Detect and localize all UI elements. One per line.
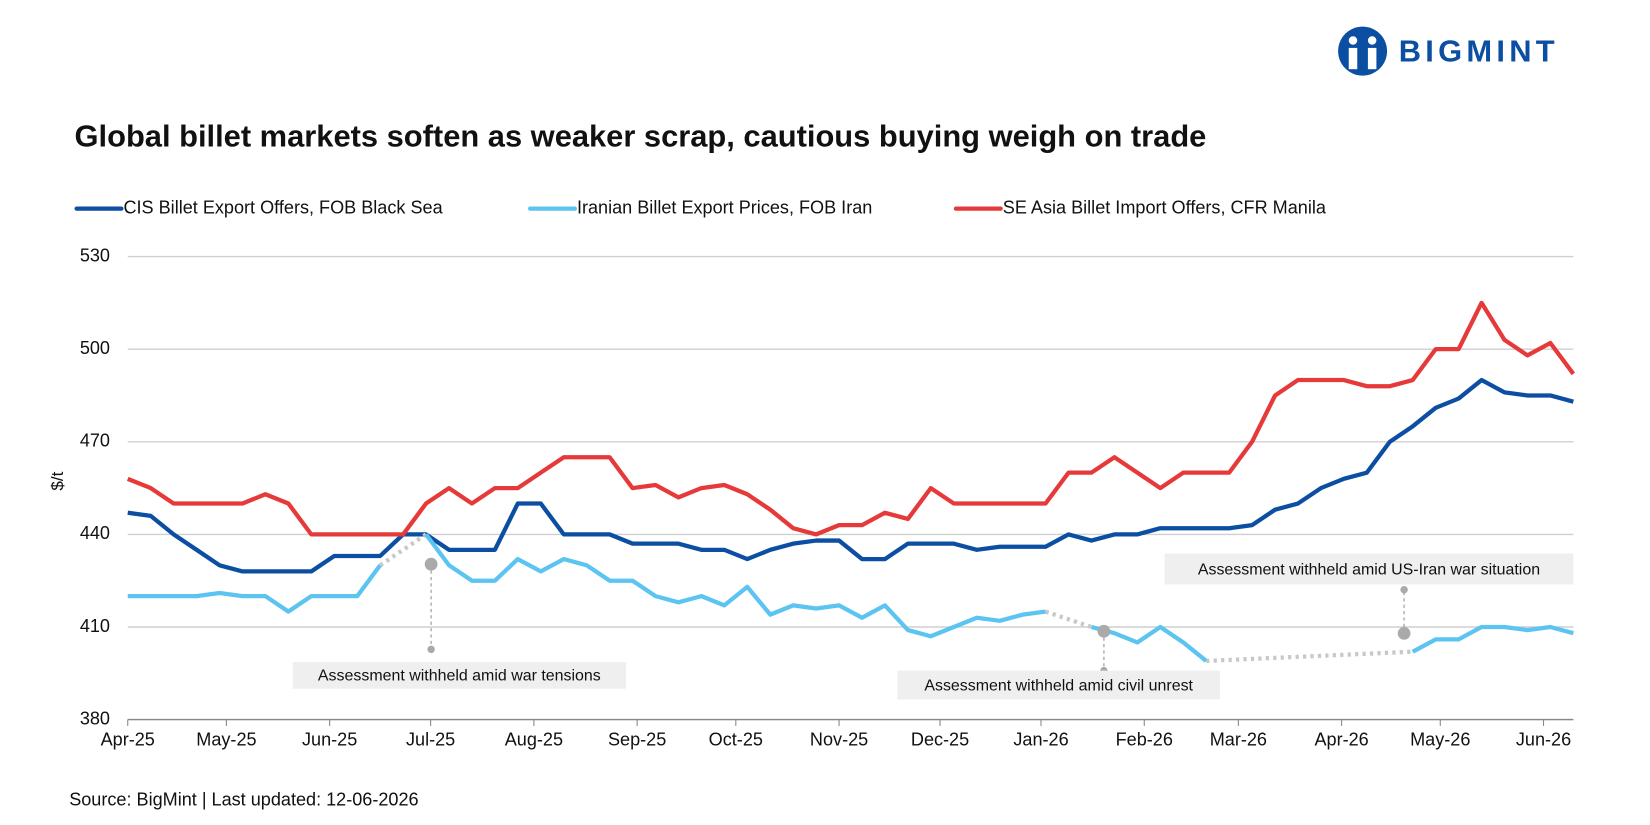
legend-label: Iranian Billet Export Prices, FOB Iran	[577, 197, 872, 217]
x-tick-label: Apr-25	[101, 730, 155, 750]
source-note: Source: BigMint | Last updated: 12-06-20…	[69, 789, 418, 809]
x-tick-label: Sep-25	[608, 730, 666, 750]
y-tick-label: 500	[80, 338, 110, 358]
x-tick-label: Feb-26	[1116, 730, 1173, 750]
logo-icon	[1367, 47, 1377, 70]
x-tick-label: Aug-25	[505, 730, 563, 750]
y-tick-label: 410	[80, 616, 110, 636]
legend-label: SE Asia Billet Import Offers, CFR Manila	[1003, 197, 1327, 217]
x-tick-label: Jun-25	[302, 730, 357, 750]
x-tick-label: May-25	[196, 730, 256, 750]
x-tick-label: May-26	[1410, 730, 1470, 750]
x-tick-label: Jul-25	[406, 730, 455, 750]
series-line	[127, 377, 1574, 574]
annotation-marker	[1097, 624, 1111, 638]
x-tick-label: Jun-26	[1516, 730, 1571, 750]
x-tick-label: Jan-26	[1013, 730, 1068, 750]
annotation-text: Assessment withheld amid US-Iran war sit…	[1198, 561, 1540, 578]
annotation-marker	[424, 557, 438, 571]
logo: BIGMINT	[1338, 26, 1559, 76]
series-line	[127, 533, 1574, 663]
y-tick-label: 470	[80, 431, 110, 451]
annotation-marker	[1397, 627, 1411, 640]
annotation-box	[1164, 553, 1574, 585]
annotation-marker	[1400, 586, 1408, 594]
x-tick-label: Mar-26	[1210, 730, 1267, 750]
annotation-text: Assessment withheld amid civil unrest	[924, 677, 1193, 694]
logo-icon	[1338, 26, 1388, 76]
series-line	[126, 300, 1576, 537]
y-tick-label: 530	[80, 245, 110, 265]
logo-text: BIGMINT	[1399, 33, 1559, 68]
gap-connector	[378, 532, 428, 568]
y-tick-label: 380	[80, 708, 110, 728]
x-tick-label: Apr-26	[1314, 730, 1368, 750]
annotation-box	[292, 662, 626, 689]
legend-label: CIS Billet Export Offers, FOB Black Sea	[123, 197, 443, 217]
x-tick-label: Dec-25	[911, 730, 969, 750]
logo-icon	[1348, 47, 1358, 70]
annotation-marker	[427, 645, 435, 654]
logo-icon	[1367, 36, 1377, 45]
x-tick-label: Oct-25	[709, 730, 763, 750]
chart-title: Global billet markets soften as weaker s…	[75, 119, 1207, 154]
y-tick-label: 440	[80, 523, 110, 543]
annotation-text: Assessment withheld amid war tensions	[318, 668, 601, 685]
x-tick-label: Nov-25	[810, 730, 868, 750]
y-axis-label: $/t	[48, 471, 67, 490]
gap-connector	[1044, 609, 1093, 630]
annotation-box	[897, 670, 1220, 700]
gap-connector	[1206, 649, 1413, 664]
logo-icon	[1348, 36, 1358, 45]
